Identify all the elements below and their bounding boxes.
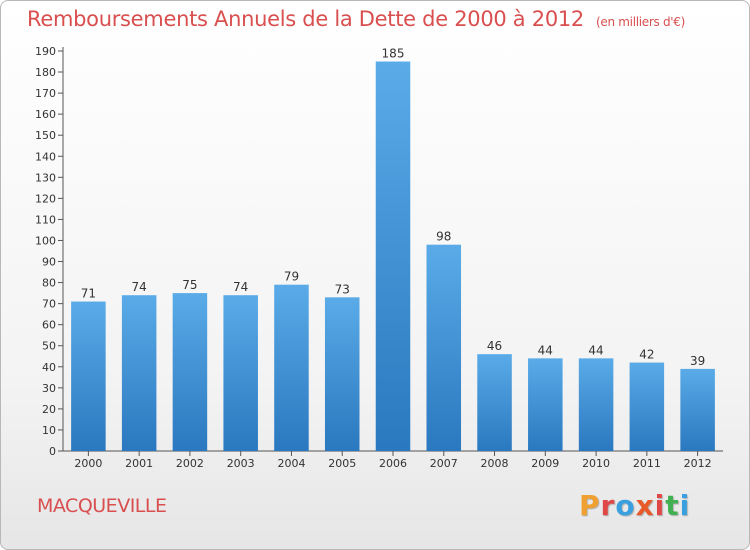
bar (477, 354, 512, 451)
x-tick-label: 2000 (74, 457, 102, 470)
y-tick-label: 90 (42, 256, 56, 269)
logo-letter: i (654, 489, 666, 522)
y-tick-label: 170 (35, 87, 56, 100)
y-tick-label: 70 (42, 298, 56, 311)
chart-title-text: Remboursements Annuels de la Dette de 20… (27, 7, 584, 31)
bar-value-label: 44 (538, 343, 553, 357)
logo-letter: r (600, 489, 616, 522)
bar (172, 293, 208, 451)
bar-value-label: 98 (436, 230, 451, 244)
bar-value-label: 46 (487, 339, 502, 353)
bar-value-label: 44 (588, 343, 603, 357)
x-tick-label: 2012 (684, 457, 712, 470)
bar (629, 362, 665, 451)
x-tick-label: 2006 (379, 457, 407, 470)
x-tick-label: 2010 (582, 457, 610, 470)
y-tick-label: 180 (35, 66, 56, 79)
y-tick-label: 110 (35, 213, 56, 226)
bar (426, 244, 462, 451)
bar-value-label: 71 (81, 287, 96, 301)
logo-letter: t (665, 489, 680, 522)
y-tick-label: 160 (35, 108, 56, 121)
chart-title: Remboursements Annuels de la Dette de 20… (27, 7, 685, 31)
y-tick-label: 60 (42, 319, 56, 332)
bar-value-label: 73 (335, 282, 350, 296)
x-tick-label: 2008 (481, 457, 509, 470)
y-tick-label: 20 (42, 403, 56, 416)
bar (223, 295, 258, 451)
logo-letter: o (615, 489, 636, 522)
x-tick-label: 2003 (227, 457, 255, 470)
bar-value-label: 74 (132, 280, 147, 294)
x-tick-label: 2007 (430, 457, 458, 470)
logo-letter: i (679, 489, 691, 522)
bar-value-label: 185 (382, 47, 405, 61)
logo-letter: x (635, 489, 655, 522)
bar (274, 284, 309, 451)
bar-value-label: 39 (690, 354, 705, 368)
proxiti-logo: Proxiti (579, 489, 690, 522)
logo-letter: P (579, 489, 601, 522)
bar-value-label: 75 (182, 278, 197, 292)
x-tick-label: 2001 (125, 457, 153, 470)
y-tick-label: 150 (35, 129, 56, 142)
y-tick-label: 50 (42, 340, 56, 353)
city-name: MACQUEVILLE (37, 495, 167, 517)
y-tick-label: 190 (35, 45, 56, 58)
x-tick-label: 2004 (277, 457, 305, 470)
y-tick-label: 10 (42, 424, 56, 437)
bar-value-label: 74 (233, 280, 248, 294)
bar (680, 368, 715, 451)
x-tick-label: 2009 (531, 457, 559, 470)
y-tick-label: 40 (42, 361, 56, 374)
y-tick-label: 100 (35, 234, 56, 247)
x-tick-label: 2011 (633, 457, 661, 470)
bar (71, 301, 106, 451)
y-tick-label: 130 (35, 171, 56, 184)
y-tick-label: 140 (35, 150, 56, 163)
bar (121, 295, 157, 451)
bar-value-label: 79 (284, 270, 299, 284)
y-tick-label: 120 (35, 192, 56, 205)
bar (528, 358, 563, 451)
y-tick-label: 0 (49, 445, 56, 458)
bar (578, 358, 614, 451)
x-tick-label: 2002 (176, 457, 204, 470)
bar (324, 297, 360, 451)
bar-value-label: 42 (639, 348, 654, 362)
y-tick-label: 80 (42, 277, 56, 290)
y-tick-label: 30 (42, 382, 56, 395)
bar (375, 61, 411, 452)
x-tick-label: 2005 (328, 457, 356, 470)
chart-unit-note: (en milliers d'€) (596, 15, 686, 29)
